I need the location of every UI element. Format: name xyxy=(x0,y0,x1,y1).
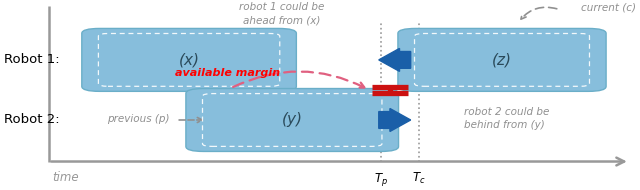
Text: (z): (z) xyxy=(492,52,512,67)
Text: (y): (y) xyxy=(282,112,303,127)
FancyArrowPatch shape xyxy=(233,71,364,88)
FancyArrow shape xyxy=(379,108,411,131)
Text: $T_p$: $T_p$ xyxy=(374,171,388,188)
Text: robot 1 could be
ahead from (x): robot 1 could be ahead from (x) xyxy=(239,2,324,26)
Text: time: time xyxy=(52,171,79,184)
FancyBboxPatch shape xyxy=(82,28,296,91)
Text: Robot 1:: Robot 1: xyxy=(4,53,60,66)
Text: Robot 2:: Robot 2: xyxy=(4,113,60,127)
Text: $T_c$: $T_c$ xyxy=(412,171,426,186)
FancyArrow shape xyxy=(379,48,411,71)
FancyBboxPatch shape xyxy=(186,89,399,151)
Text: previous (p): previous (p) xyxy=(107,114,169,124)
Text: current (c): current (c) xyxy=(581,2,636,13)
FancyArrowPatch shape xyxy=(521,7,557,19)
FancyBboxPatch shape xyxy=(398,28,606,91)
Text: (x): (x) xyxy=(179,52,200,67)
Text: robot 2 could be
behind from (y): robot 2 could be behind from (y) xyxy=(464,107,549,130)
Text: available margin: available margin xyxy=(175,68,280,78)
